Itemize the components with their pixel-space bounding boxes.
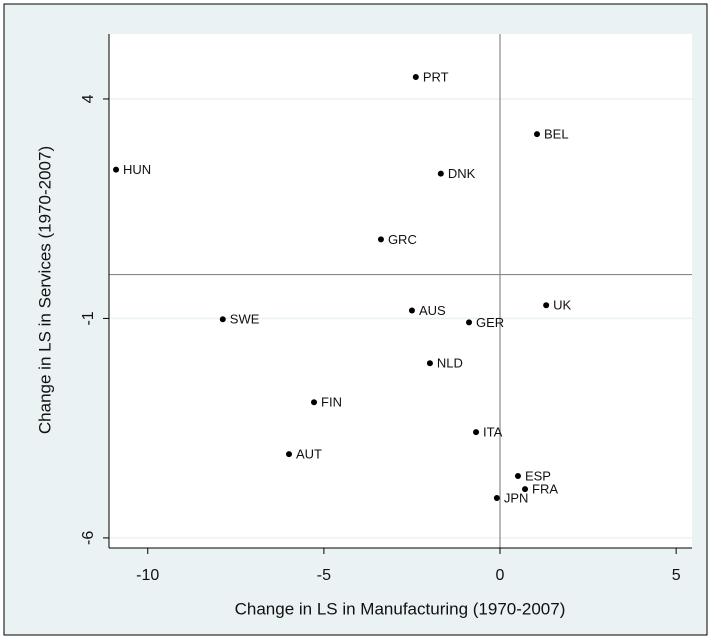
point	[514, 473, 521, 480]
x-tick-label: -5	[317, 567, 331, 584]
y-tick-label: 4	[80, 94, 97, 103]
point	[113, 166, 120, 173]
point-label: SWE	[230, 312, 260, 327]
point	[426, 360, 433, 367]
point-label: AUT	[296, 447, 322, 462]
x-tick-label: 5	[672, 567, 681, 584]
point-label: ITA	[483, 425, 503, 440]
x-tick-label: 0	[496, 567, 505, 584]
point-label: NLD	[437, 356, 463, 371]
point-label: BEL	[544, 127, 569, 142]
point	[377, 236, 384, 243]
point-label: HUN	[123, 162, 151, 177]
point-label: UK	[553, 298, 571, 313]
point	[466, 319, 473, 326]
point-label: JPN	[504, 490, 529, 505]
point	[493, 494, 500, 501]
point-label: GRC	[388, 232, 417, 247]
plot-area	[109, 34, 692, 548]
point	[408, 307, 415, 314]
point	[543, 302, 550, 309]
point	[286, 451, 293, 458]
x-tick-label: -10	[136, 567, 159, 584]
point	[412, 74, 419, 81]
point	[534, 131, 541, 138]
point-label: GER	[476, 315, 504, 330]
point-label: AUS	[419, 303, 446, 318]
point-label: PRT	[423, 69, 449, 84]
point	[311, 399, 318, 406]
point	[219, 316, 226, 323]
point	[522, 486, 529, 493]
point-label: ESP	[525, 468, 551, 483]
point	[437, 170, 444, 177]
point-label: FIN	[321, 395, 342, 410]
y-axis-title: Change in LS in Services (1970-2007)	[35, 146, 54, 434]
y-tick-label: -6	[80, 531, 97, 545]
point-label: DNK	[448, 166, 476, 181]
y-tick-label: -1	[80, 311, 97, 325]
point	[473, 429, 480, 436]
x-axis-title: Change in LS in Manufacturing (1970-2007…	[235, 599, 566, 618]
point-label: FRA	[532, 482, 558, 497]
